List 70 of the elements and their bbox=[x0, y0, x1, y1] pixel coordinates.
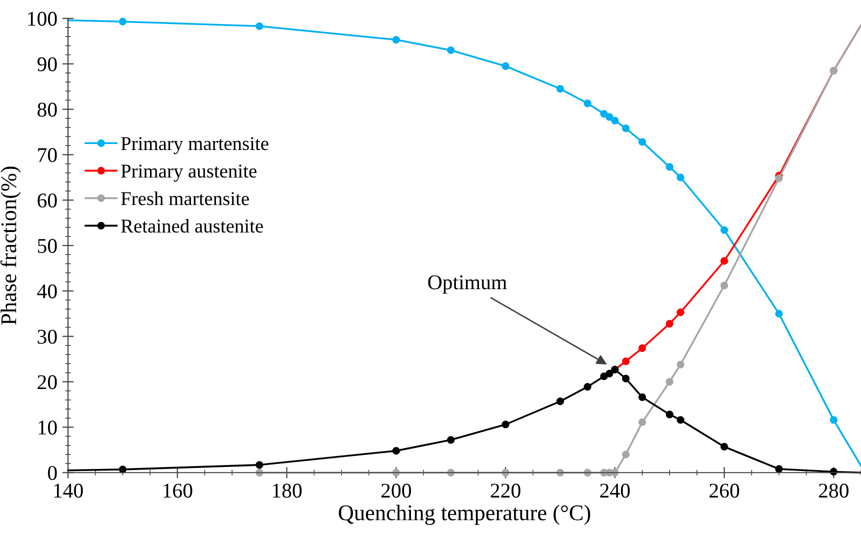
x-tick-label: 200 bbox=[381, 484, 411, 498]
point bbox=[584, 382, 592, 391]
point bbox=[502, 62, 510, 70]
point bbox=[666, 410, 674, 418]
point bbox=[638, 344, 646, 352]
point bbox=[556, 85, 564, 93]
point bbox=[600, 110, 608, 118]
x-tick-label: 160 bbox=[164, 484, 192, 498]
point bbox=[720, 257, 728, 265]
point bbox=[392, 36, 400, 44]
y-tick-label: 90 bbox=[37, 57, 57, 72]
legend-label: Primary martensite bbox=[121, 137, 268, 154]
point bbox=[638, 418, 646, 426]
point bbox=[638, 393, 646, 402]
point bbox=[622, 124, 630, 132]
y-tick-label: 70 bbox=[38, 148, 57, 162]
y-tick-label: 50 bbox=[38, 238, 57, 253]
line-series bbox=[67, 18, 861, 467]
x-tick-label: 240 bbox=[600, 484, 630, 498]
point bbox=[720, 226, 728, 234]
point bbox=[584, 100, 592, 108]
point bbox=[118, 466, 127, 474]
y-tick-label: 30 bbox=[38, 330, 57, 344]
point bbox=[638, 138, 646, 146]
y-tick-label: 10 bbox=[38, 420, 57, 435]
point bbox=[676, 308, 684, 316]
point bbox=[600, 372, 608, 380]
x-tick-label: 260 bbox=[710, 484, 740, 498]
point bbox=[676, 360, 684, 368]
x-tick-label: 280 bbox=[818, 484, 848, 498]
y-tick-label: 40 bbox=[37, 284, 57, 298]
point bbox=[720, 282, 728, 290]
point bbox=[622, 374, 630, 382]
y-tick-label: 20 bbox=[38, 375, 57, 390]
point bbox=[606, 113, 614, 121]
point bbox=[775, 174, 783, 182]
point bbox=[502, 420, 510, 428]
point bbox=[256, 22, 264, 30]
point bbox=[666, 378, 674, 386]
point bbox=[447, 46, 455, 54]
annotation: Optimum bbox=[428, 275, 507, 294]
y-tick-label: 80 bbox=[38, 102, 57, 117]
point bbox=[622, 450, 630, 458]
legend-label: Fresh martensite bbox=[121, 192, 249, 206]
x-tick-label: 180 bbox=[272, 484, 302, 498]
y-tick-label: 100 bbox=[28, 12, 57, 26]
point bbox=[720, 442, 728, 451]
point bbox=[666, 163, 674, 171]
x-axis-title: Quenching temperature (°C) bbox=[338, 504, 590, 525]
point bbox=[392, 447, 400, 455]
point bbox=[606, 370, 614, 378]
legend-label: Retained austenite bbox=[121, 218, 263, 233]
point bbox=[622, 358, 630, 366]
point bbox=[676, 174, 684, 182]
x-tick-label: 140 bbox=[54, 484, 83, 498]
y-axis-title: Phase fraction(%) bbox=[0, 166, 21, 325]
point bbox=[556, 397, 564, 406]
x-tick-label: 220 bbox=[490, 484, 520, 498]
point bbox=[676, 416, 684, 424]
point bbox=[447, 436, 455, 444]
legend-label: Primary austenite bbox=[121, 164, 256, 182]
point bbox=[775, 465, 783, 473]
point bbox=[830, 416, 838, 424]
point bbox=[666, 320, 674, 328]
y-tick-label: 0 bbox=[48, 466, 57, 480]
point bbox=[256, 461, 264, 469]
point bbox=[611, 116, 619, 124]
point bbox=[775, 310, 783, 318]
y-tick-label: 60 bbox=[38, 193, 57, 208]
point bbox=[118, 18, 127, 26]
